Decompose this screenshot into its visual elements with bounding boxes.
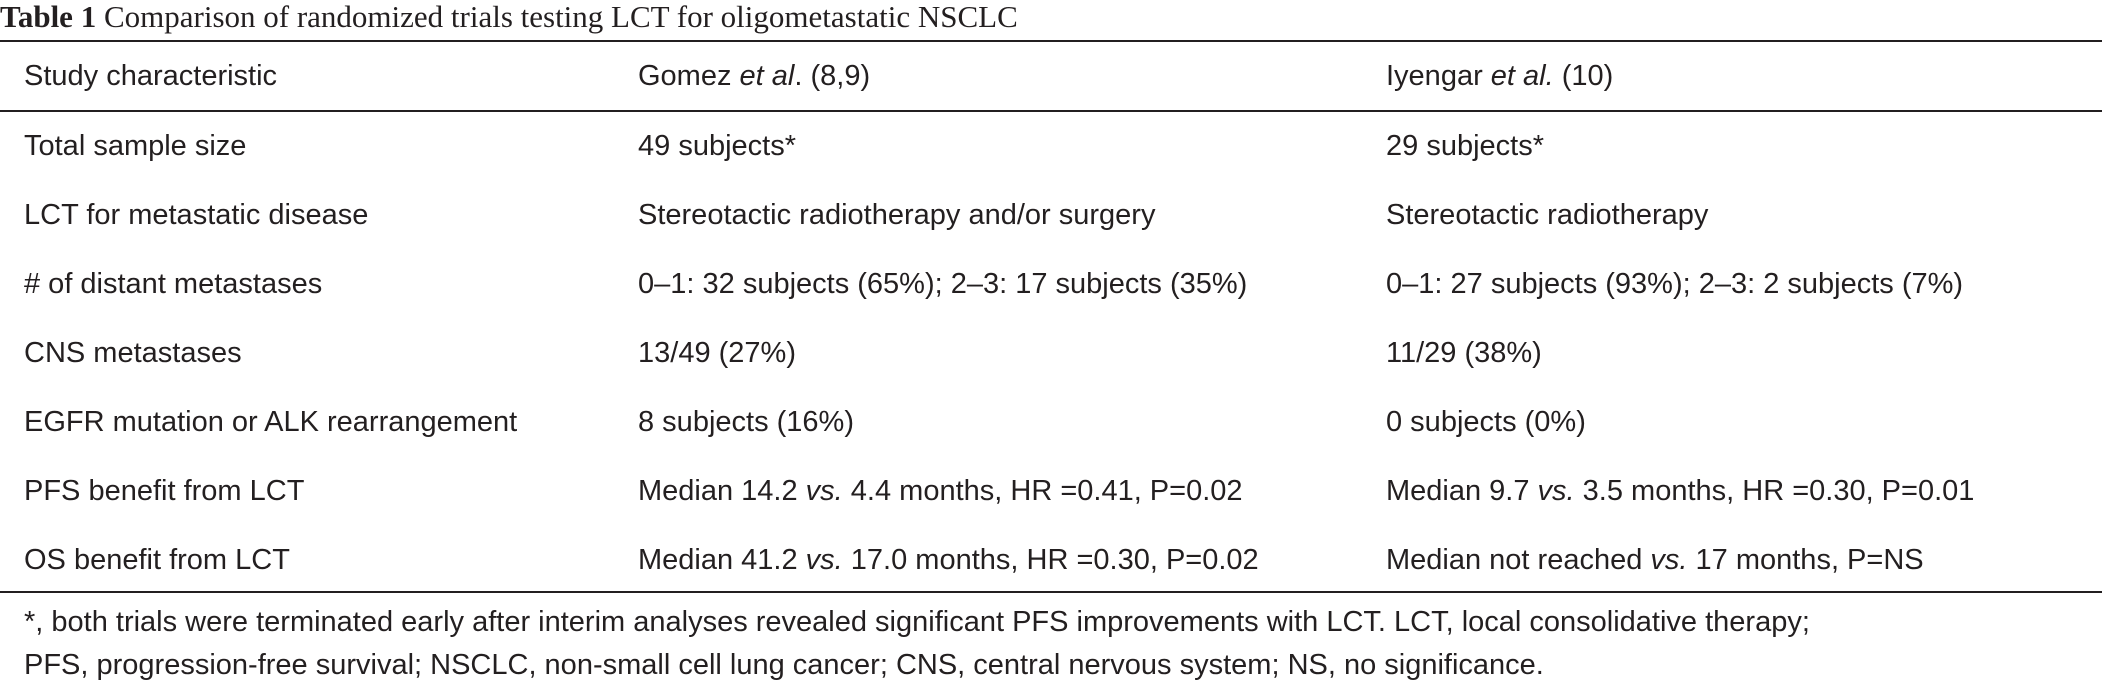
- row-label-total-sample-size: Total sample size: [24, 130, 247, 162]
- table-row: Total sample size 49 subjects* 29 subjec…: [0, 112, 2102, 181]
- row-label-lct-type: LCT for metastatic disease: [24, 199, 369, 231]
- row-label-distant-metastases: # of distant metastases: [24, 268, 323, 300]
- top-rule: [0, 40, 2102, 42]
- cell-iyengar-pfs-benefit: Median 9.7 vs. 3.5 months, HR =0.30, P=0…: [1386, 475, 1975, 507]
- header-rule: [0, 110, 2102, 112]
- cell-gomez-os-benefit: Median 41.2 vs. 17.0 months, HR =0.30, P…: [638, 544, 1259, 576]
- row-label-os-benefit: OS benefit from LCT: [24, 544, 290, 576]
- cell-iyengar-sample-size: 29 subjects*: [1386, 130, 1544, 162]
- table-caption-label: Table 1: [0, 0, 97, 34]
- footnote-line-1: *, both trials were terminated early aft…: [24, 606, 1810, 638]
- footnote-line-2: PFS, progression-free survival; NSCLC, n…: [24, 649, 1544, 681]
- table-row: OS benefit from LCT Median 41.2 vs. 17.0…: [0, 526, 2102, 595]
- table-footnote: *, both trials were terminated early aft…: [24, 601, 2094, 687]
- bottom-rule: [0, 591, 2102, 593]
- table-row: LCT for metastatic disease Stereotactic …: [0, 181, 2102, 250]
- table-caption-text: Comparison of randomized trials testing …: [103, 0, 1018, 34]
- header-iyengar: Iyengar et al. (10): [1386, 60, 1614, 92]
- cell-gomez-egfr-alk: 8 subjects (16%): [638, 406, 854, 438]
- cell-gomez-lct-type: Stereotactic radiotherapy and/or surgery: [638, 199, 1156, 231]
- cell-gomez-cns-metastases: 13/49 (27%): [638, 337, 796, 369]
- cell-iyengar-egfr-alk: 0 subjects (0%): [1386, 406, 1586, 438]
- cell-iyengar-os-benefit: Median not reached vs. 17 months, P=NS: [1386, 544, 1924, 576]
- cell-iyengar-distant-metastases: 0–1: 27 subjects (93%); 2–3: 2 subjects …: [1386, 268, 1964, 300]
- cell-gomez-sample-size: 49 subjects*: [638, 130, 796, 162]
- table-caption: Table 1 Comparison of randomized trials …: [0, 0, 1018, 38]
- table-header-row: Study characteristic Gomez et al. (8,9) …: [0, 42, 2102, 111]
- table-row: CNS metastases 13/49 (27%) 11/29 (38%): [0, 319, 2102, 388]
- header-study-characteristic: Study characteristic: [24, 60, 278, 92]
- table-row: EGFR mutation or ALK rearrangement 8 sub…: [0, 388, 2102, 457]
- table-row: PFS benefit from LCT Median 14.2 vs. 4.4…: [0, 457, 2102, 526]
- table-row: # of distant metastases 0–1: 32 subjects…: [0, 250, 2102, 319]
- cell-iyengar-lct-type: Stereotactic radiotherapy: [1386, 199, 1709, 231]
- row-label-cns-metastases: CNS metastases: [24, 337, 242, 369]
- row-label-egfr-alk: EGFR mutation or ALK rearrangement: [24, 406, 518, 438]
- cell-gomez-distant-metastases: 0–1: 32 subjects (65%); 2–3: 17 subjects…: [638, 268, 1248, 300]
- header-gomez: Gomez et al. (8,9): [638, 60, 871, 92]
- row-label-pfs-benefit: PFS benefit from LCT: [24, 475, 305, 507]
- cell-gomez-pfs-benefit: Median 14.2 vs. 4.4 months, HR =0.41, P=…: [638, 475, 1243, 507]
- cell-iyengar-cns-metastases: 11/29 (38%): [1386, 337, 1542, 369]
